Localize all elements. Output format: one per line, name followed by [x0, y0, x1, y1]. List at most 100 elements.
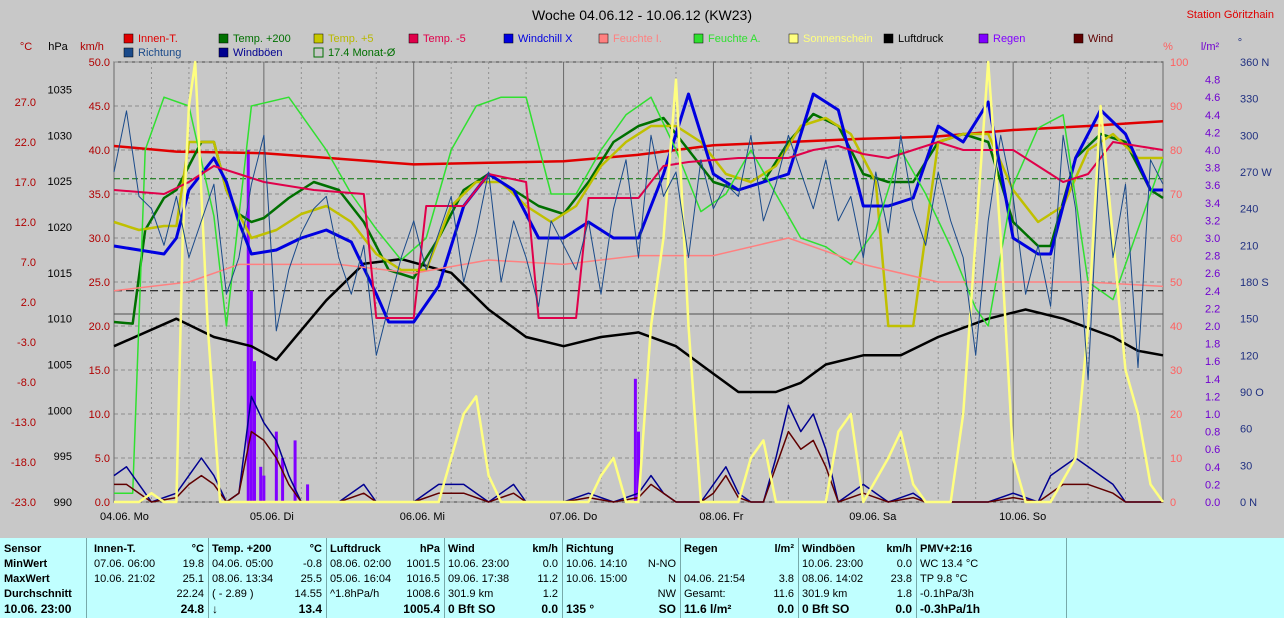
rain-tick-label: 0.6: [1205, 444, 1220, 456]
wind-tick-label: 45.0: [89, 101, 110, 113]
stats-cell-row: 1005.4: [326, 602, 444, 617]
legend-label: Regen: [993, 33, 1025, 45]
stats-cell-row: -0.3hPa/1h: [916, 602, 1066, 617]
stats-cell-value: 19.8: [182, 558, 204, 570]
stats-cell-row: NW: [562, 587, 680, 602]
stats-cell-row: 10.06. 23:00 0.0: [798, 557, 916, 572]
pressure-tick-label: 1035: [48, 85, 72, 97]
rain-tick-label: 0.4: [1205, 462, 1220, 474]
stats-cell-row: 07.06. 06:00 19.8: [90, 557, 208, 572]
stats-cell-row: 04.06. 05:00 -0.8: [208, 557, 326, 572]
stats-column: Luftdruck hPa 08.06. 02:00 1001.5 05.06. 16:…: [326, 538, 445, 618]
stats-cell-label: 11.6 l/m²: [684, 602, 732, 616]
rain-tick-label: 2.4: [1205, 286, 1220, 298]
stats-cell-label: 09.06. 17:38: [448, 573, 510, 585]
rain-tick-label: 3.4: [1205, 198, 1220, 210]
stats-table: Sensor MinWert MaxWert Durchschnitt 10.0…: [0, 538, 1284, 618]
humidity-tick-label: 0: [1170, 497, 1176, 509]
temp-tick-label: 27.0: [15, 97, 36, 109]
stats-cell-value: 1.2: [542, 588, 558, 600]
temp-tick-label: -23.0: [11, 497, 36, 509]
pressure-unit-label: hPa: [48, 41, 68, 53]
rain-tick-label: 1.2: [1205, 391, 1220, 403]
column-unit: °C: [309, 543, 322, 555]
stats-cell-value: 13.4: [298, 602, 322, 616]
sensor-row-max: MaxWert: [0, 572, 86, 587]
rain-tick-label: 1.6: [1205, 356, 1220, 368]
stats-column-header: Temp. +200 °C: [208, 542, 326, 557]
humidity-tick-label: 70: [1170, 189, 1182, 201]
sensor-row-label: 10.06. 23:00: [4, 602, 72, 616]
direction-tick-label: 240: [1240, 204, 1258, 216]
rain-tick-label: 2.2: [1205, 303, 1220, 315]
column-title: Luftdruck: [330, 543, 381, 555]
column-title: Wind: [448, 543, 475, 555]
sensor-row-avg: Durchschnitt: [0, 587, 86, 602]
stats-cell-label: 10.06. 14:10: [566, 558, 628, 570]
stats-cell-row: 10.06. 23:00 0.0: [444, 557, 562, 572]
stats-cell-label: 08.06. 13:34: [212, 573, 274, 585]
x-tick-label: 05.06. Di: [250, 511, 294, 523]
stats-cell-label: 08.06. 14:02: [802, 573, 864, 585]
stats-cell-row: 08.06. 02:00 1001.5: [326, 557, 444, 572]
stats-cell-value: SO: [658, 602, 676, 616]
stats-cell-label: 05.06. 16:04: [330, 573, 392, 585]
direction-tick-label: 120: [1240, 350, 1258, 362]
column-title: Richtung: [566, 543, 614, 555]
weather-chart: 27.0 22.0 17.0 12.0 7.0 2.0 -3.0 -8.0 -13.0 -18.0…: [11, 7, 1274, 523]
rain-tick-label: 3.8: [1205, 163, 1220, 175]
rain-bar: [246, 150, 250, 502]
rain-tick-label: 3.2: [1205, 215, 1220, 227]
stats-cell-value: 22.24: [176, 588, 204, 600]
wind-tick-label: 50.0: [89, 57, 110, 69]
legend-swatch: [598, 33, 609, 44]
stats-cell-value: 25.5: [300, 573, 322, 585]
rain-tick-label: 2.0: [1205, 321, 1220, 333]
stats-column: Wind km/h 10.06. 23:00 0.0 09.06. 17:38 11.2 3…: [444, 538, 563, 618]
stats-cell-row: 08.06. 13:34 25.5: [208, 572, 326, 587]
stats-column: Innen-T. °C 07.06. 06:00 19.8 10.06. 21:02 25…: [90, 538, 209, 618]
legend-swatch: [503, 33, 514, 44]
rain-tick-label: 0.2: [1205, 479, 1220, 491]
humidity-tick-label: 30: [1170, 365, 1182, 377]
direction-tick-label: 90 O: [1240, 387, 1264, 399]
legend-swatch: [408, 33, 419, 44]
column-title: Innen-T.: [94, 543, 136, 555]
series-line: [114, 430, 1163, 503]
legend-label: Feuchte A.: [708, 33, 761, 45]
pressure-tick-label: 1030: [48, 130, 72, 142]
sensor-row-current: 10.06. 23:00: [0, 602, 86, 617]
legend-swatch: [123, 33, 134, 44]
stats-column-header: Luftdruck hPa: [326, 542, 444, 557]
column-unit: km/h: [886, 543, 912, 555]
temp-tick-label: 22.0: [15, 137, 36, 149]
rain-tick-label: 2.6: [1205, 268, 1220, 280]
pressure-tick-label: 995: [54, 451, 72, 463]
stats-cell-label: 0 Bft SO: [448, 602, 496, 616]
sensor-row-label: MaxWert: [4, 573, 50, 585]
column-unit: °C: [191, 543, 204, 555]
sensor-row-label: Durchschnitt: [4, 588, 72, 600]
temp-tick-label: -18.0: [11, 457, 36, 469]
legend-label: Temp. +200: [233, 33, 291, 45]
series-line: [113, 110, 1164, 381]
stats-cell-row: 301.9 km 1.8: [798, 587, 916, 602]
stats-cell-value: N-NO: [647, 558, 676, 570]
legend-label: Temp. -5: [423, 33, 466, 45]
rain-bar: [262, 475, 266, 502]
temp-tick-label: 2.0: [21, 297, 36, 309]
rain-bar: [293, 440, 297, 502]
direction-tick-label: 300: [1240, 130, 1258, 142]
direction-tick-label: 360 N: [1240, 57, 1269, 69]
rain-tick-label: 1.0: [1205, 409, 1220, 421]
stats-column: Richtung 10.06. 14:10 N-NO 10.06. 15:00 N NW 1…: [562, 538, 681, 618]
stats-cell-value: 1005.4: [403, 602, 440, 616]
legend-label: Windchill X: [518, 33, 573, 45]
legend-label: Sonnenschein: [803, 33, 873, 45]
legend-swatch: [123, 47, 134, 58]
sensor-column: Sensor MinWert MaxWert Durchschnitt 10.0…: [0, 538, 87, 618]
stats-cell-value: 1001.5: [406, 558, 440, 570]
pressure-tick-label: 1005: [48, 360, 72, 372]
sensor-header-label: Sensor: [4, 543, 42, 555]
rain-bar: [637, 431, 640, 502]
